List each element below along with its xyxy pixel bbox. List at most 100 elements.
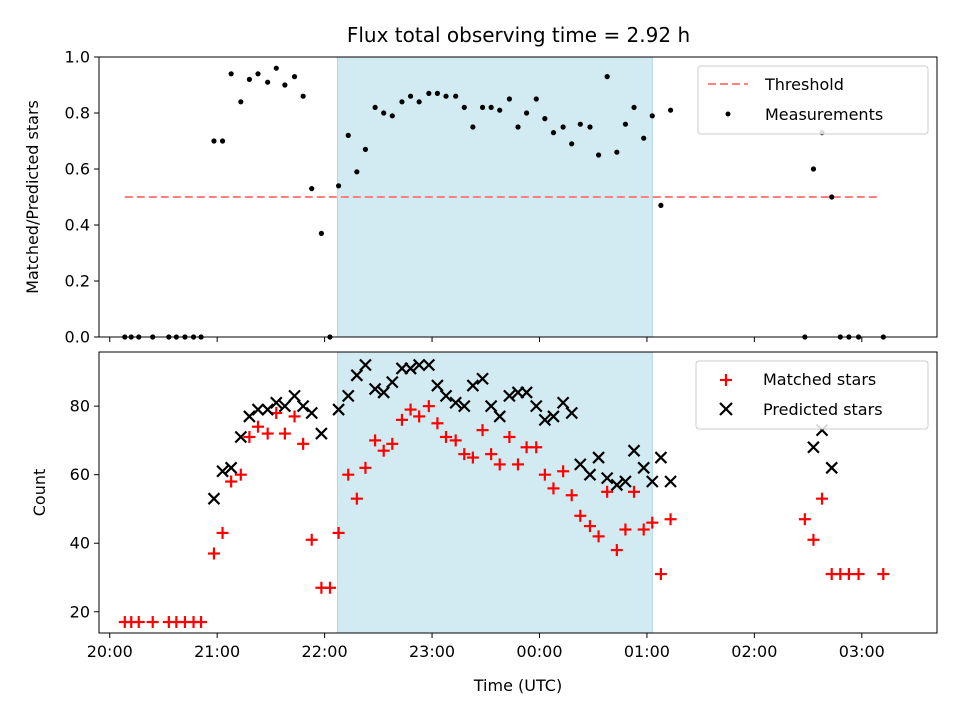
measurement-point [238,99,244,105]
predicted-star-point [654,451,668,464]
measurement-point [381,110,387,116]
measurement-point [318,230,324,236]
matched-star-point [297,437,310,450]
measurement-point [309,186,315,192]
measurement-point [335,183,342,189]
measurement-point [470,124,476,130]
predicted-star-point [565,406,578,420]
predicted-star-point [529,399,543,413]
predicted-star-point [538,413,552,427]
measurement-point [488,104,494,110]
top-x-axis [109,337,863,342]
measurement-point [667,107,674,113]
measurement-point [443,93,449,99]
matched-star-point [278,427,291,440]
bottom-legend-box [695,360,929,430]
matched-star-point [646,516,659,529]
measurement-point [569,141,575,147]
predicted-star-point [288,389,301,403]
measurement-point [497,107,503,113]
predicted-star-point [431,379,444,392]
measurement-point [595,152,602,158]
x-tick-label: 03:00 [839,642,885,661]
legend-predicted-label: Predicted stars [763,400,883,419]
predicted-star-point [466,379,480,392]
predicted-star-point [412,358,426,372]
predicted-star-point [261,403,274,416]
predicted-star-point [547,410,560,423]
matched-star-point [485,448,498,461]
predicted-star-point [574,458,587,471]
y-tick-label: 1.0 [65,48,90,67]
matched-star-point [332,526,345,539]
predicted-star-point [350,369,364,382]
measurement-point [211,138,217,144]
matched-star-point [565,489,578,502]
measurement-point [389,113,395,119]
measurement-point [255,71,261,77]
matched-star-point [458,448,471,461]
top-legend: Threshold Measurements [697,65,929,135]
predicted-star-point [592,451,605,464]
matched-star-point [637,523,650,536]
measurement-point [560,124,566,130]
measurement-point [416,99,422,105]
matched-star-point [195,616,208,629]
predicted-star-point [269,396,283,409]
matched-star-point [530,441,543,454]
x-tick-label: 02:00 [731,642,777,661]
matched-star-point [243,430,256,443]
chart-title: Flux total observing time = 2.92 h [347,23,690,47]
predicted-star-point [458,399,471,413]
matched-star-point [807,533,820,546]
bottom-legend: Matched stars Predicted stars [695,360,929,430]
predicted-star-point [493,410,507,423]
predicted-star-point [484,399,498,413]
predicted-star-point [610,478,624,492]
matched-star-point [404,403,417,416]
y-tick-label: 0.0 [65,328,90,347]
matched-star-point [146,616,159,629]
matched-star-point [547,482,560,495]
matched-star-point [493,458,506,471]
measurement-point [829,194,835,200]
predicted-star-point [386,375,399,389]
predicted-stars-series [207,358,838,505]
measurement-point [523,110,530,116]
y-tick-label: 60 [70,465,90,484]
matched-star-point [583,520,596,533]
measurement-point [399,99,405,105]
bottom-x-axis: 20:00 21:00 22:00 23:00 00:00 01:00 02:00 03:00 [87,633,885,661]
measurement-point [649,113,655,119]
measurement-point [362,146,369,152]
predicted-star-point [825,461,838,475]
predicted-star-point [243,410,256,423]
matched-star-point [610,544,623,557]
matched-star-point [323,581,336,594]
matched-star-point [654,568,667,581]
matched-star-point [342,468,355,481]
predicted-star-point [556,396,570,409]
predicted-star-point [583,468,597,481]
legend-threshold-label: Threshold [764,75,844,94]
measurement-point [604,74,610,80]
measurement-point [291,74,298,80]
matched-star-point [449,434,462,447]
predicted-star-point [296,399,310,413]
matched-star-point [377,444,390,457]
predicted-star-point [404,362,417,375]
matched-star-point [261,427,274,440]
top-panel-frame [98,56,938,338]
predicted-star-point [520,386,533,399]
measurement-point [587,124,593,130]
predicted-star-point [439,389,453,403]
matched-star-point [234,468,247,481]
bottom-panel-frame [98,351,938,634]
predicted-star-point [646,475,659,488]
matched-star-point [132,616,145,629]
predicted-star-point [637,461,650,475]
x-tick-label: 01:00 [624,642,670,661]
matched-star-point [359,461,372,474]
predicted-star-point [224,461,238,475]
